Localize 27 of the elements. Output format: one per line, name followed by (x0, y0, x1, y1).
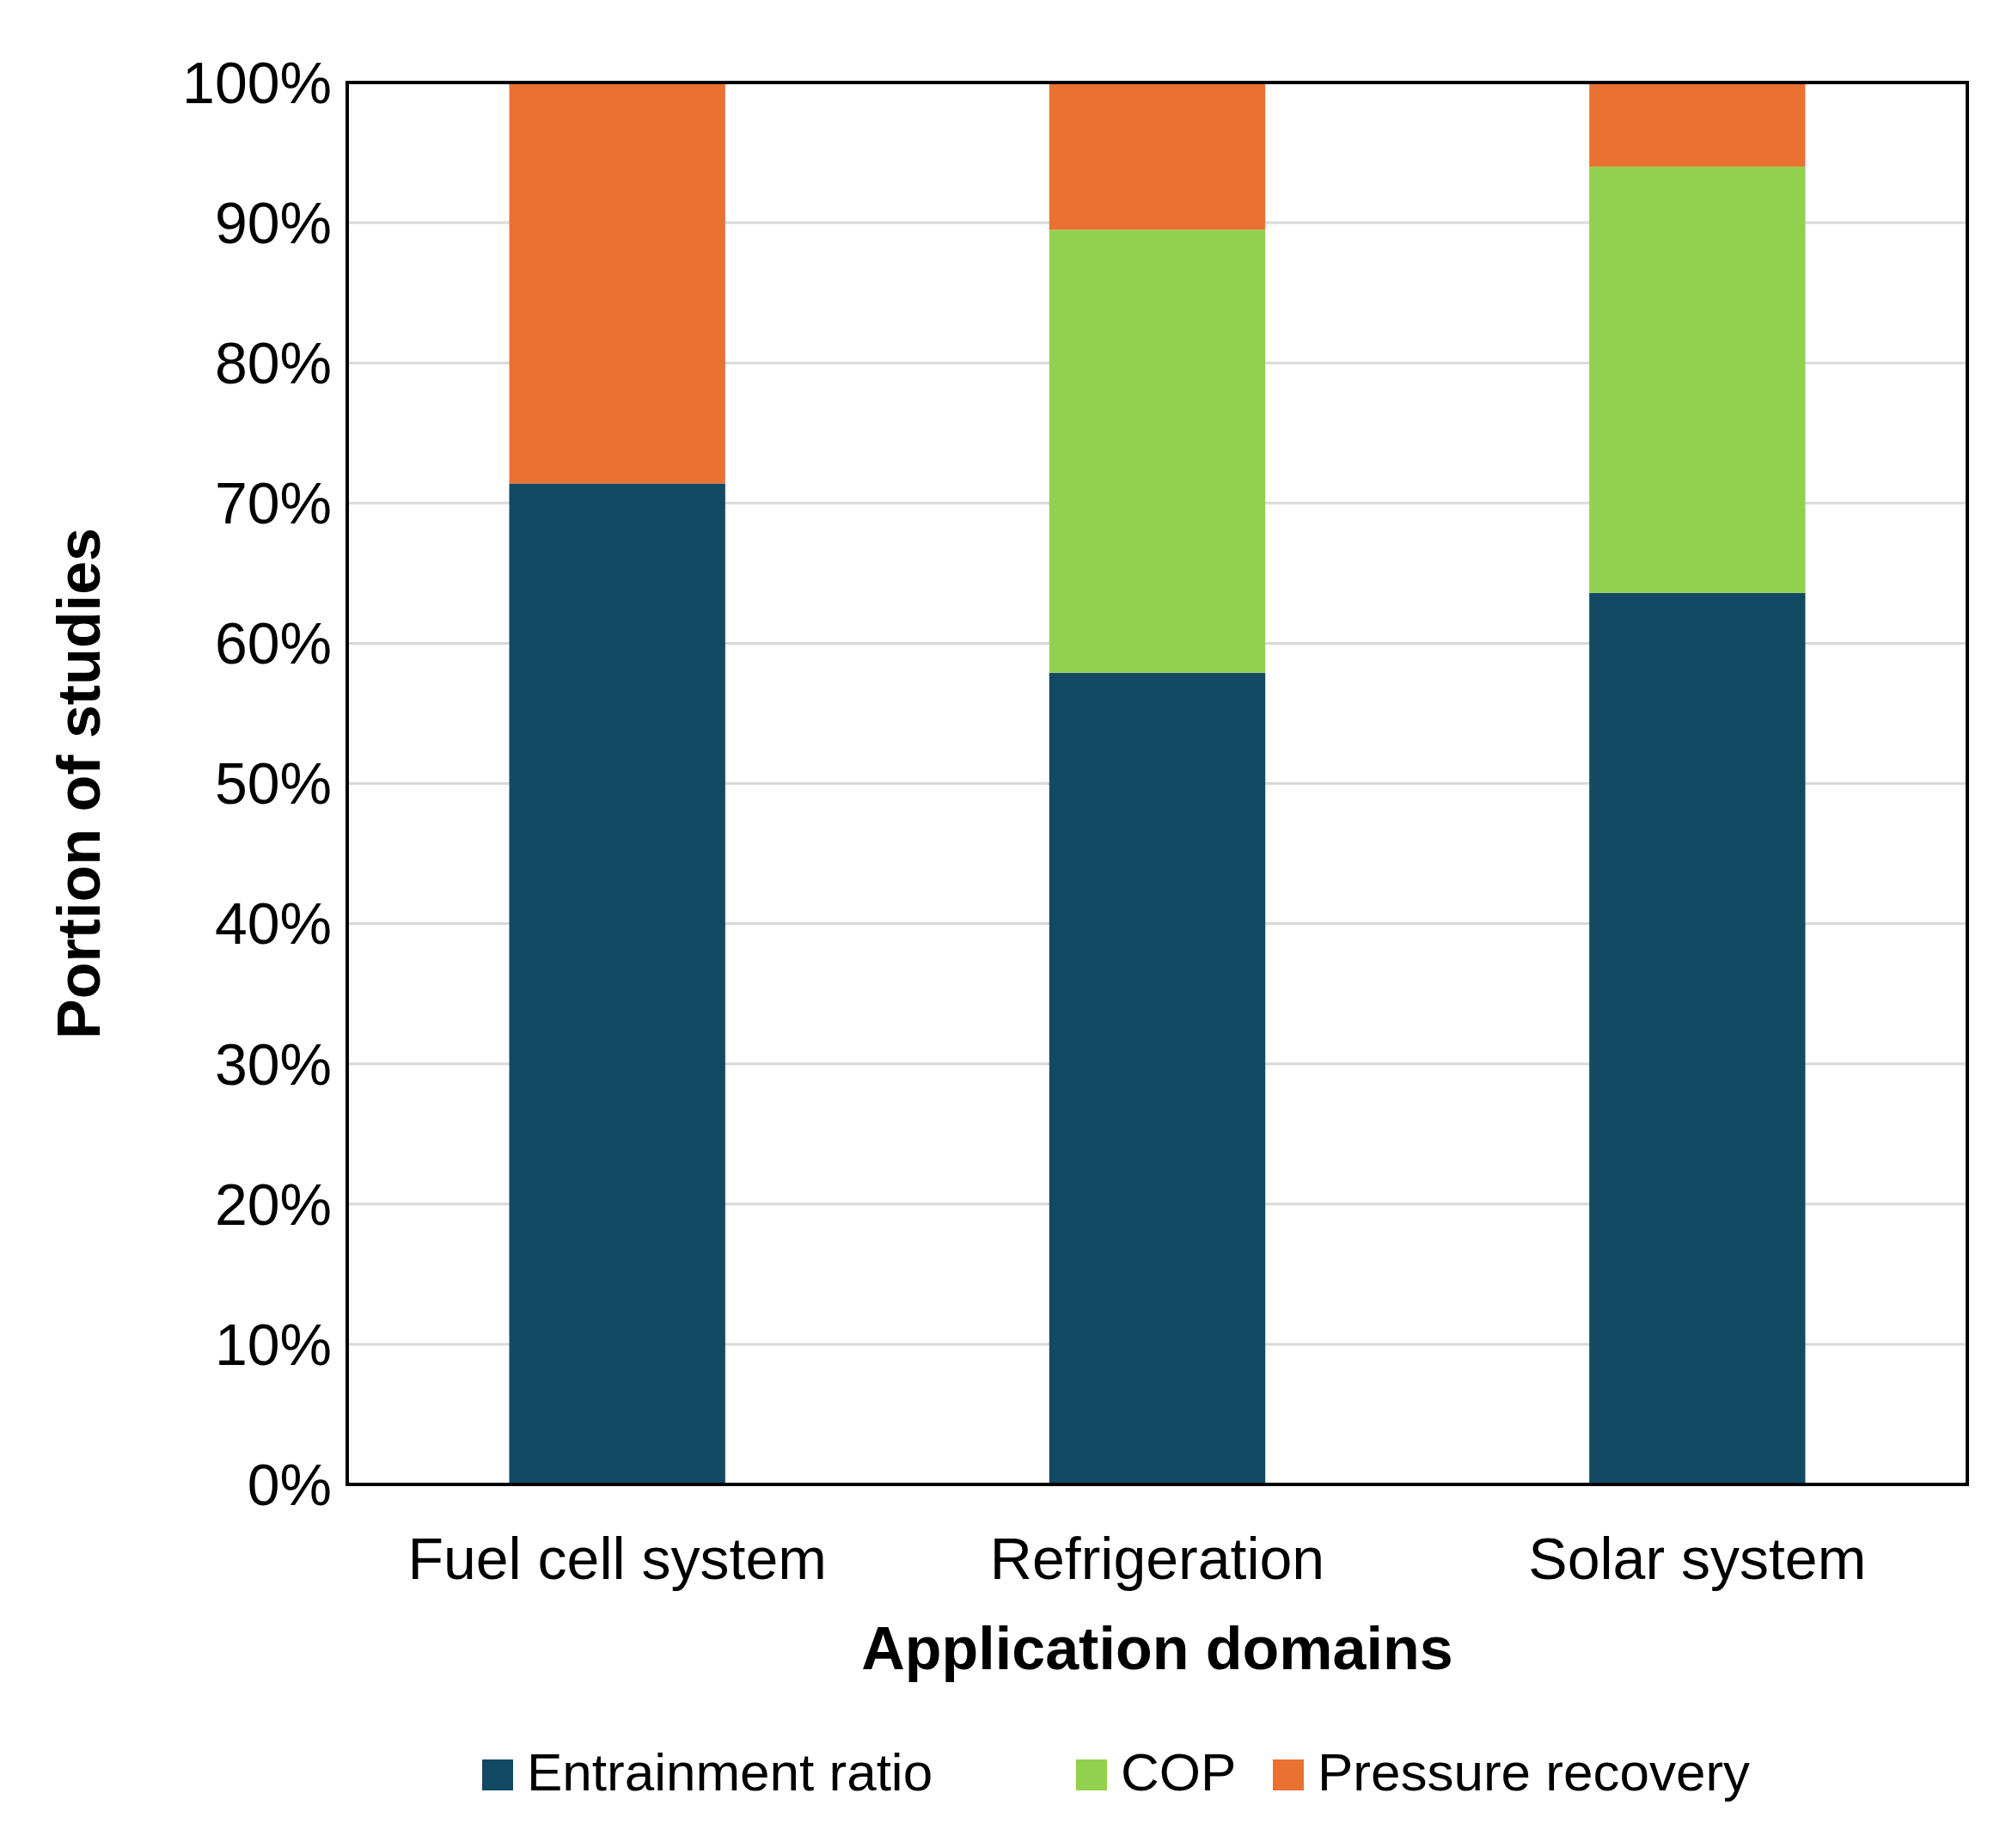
y-tick-label: 30% (214, 1031, 332, 1097)
legend-label: Pressure recovery (1318, 1742, 1751, 1802)
bar (509, 83, 725, 484)
y-tick-label: 20% (214, 1171, 332, 1237)
y-tick-label: 70% (214, 470, 332, 536)
legend-label: Entrainment ratio (527, 1742, 933, 1802)
x-tick-label: Refrigeration (989, 1526, 1325, 1591)
y-tick-label: 100% (182, 49, 332, 115)
y-tick-label: 90% (214, 189, 332, 255)
bar (1589, 592, 1806, 1484)
y-tick-label: 60% (214, 610, 332, 676)
bar (1049, 229, 1266, 673)
y-tick-label: 40% (214, 890, 332, 957)
x-tick-label: Fuel cell system (407, 1526, 827, 1591)
y-tick-label: 10% (214, 1311, 332, 1377)
bar (1049, 83, 1266, 230)
bar (1049, 672, 1266, 1484)
y-tick-label: 0% (247, 1451, 332, 1517)
y-tick-label: 80% (214, 330, 332, 395)
y-tick-label: 50% (214, 750, 332, 817)
bar (1589, 83, 1806, 167)
bar (1589, 166, 1806, 593)
x-axis-title: Application domains (861, 1615, 1453, 1682)
y-axis-title: Portion of studies (46, 528, 113, 1039)
bar (509, 483, 725, 1484)
legend-label: COP (1121, 1742, 1237, 1802)
x-tick-label: Solar system (1528, 1526, 1867, 1591)
